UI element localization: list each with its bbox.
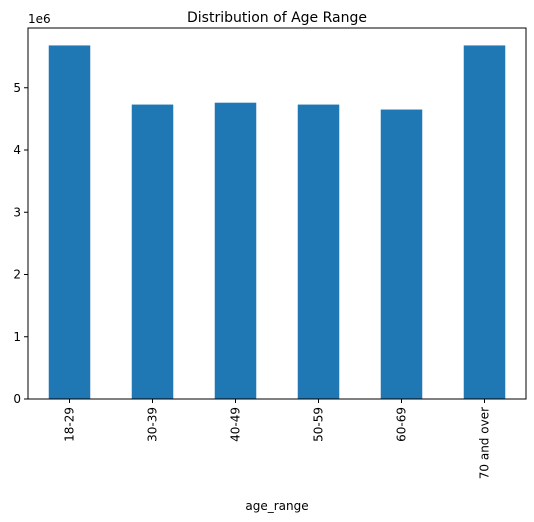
x-axis-ticks: 18-29 30-39 40-49 50-59 60-69 70 and over (63, 399, 492, 479)
bar-70-and-over (463, 45, 506, 399)
y-tick-label: 3 (13, 205, 21, 219)
bar-40-49 (214, 102, 257, 399)
y-tick-label: 0 (13, 392, 21, 406)
x-tick-label: 40-49 (229, 407, 243, 442)
x-tick-label: 50-59 (312, 407, 326, 442)
y-tick-label: 4 (13, 143, 21, 157)
x-tick-label: 60-69 (395, 407, 409, 442)
y-tick-label: 5 (13, 81, 21, 95)
bars-group (48, 45, 506, 400)
y-tick-label: 1 (13, 330, 21, 344)
bar-60-69 (380, 109, 423, 400)
x-tick-label: 30-39 (146, 407, 160, 442)
x-tick-label: 18-29 (63, 407, 77, 442)
bar-18-29 (48, 45, 91, 399)
bar-30-39 (131, 104, 174, 400)
x-tick-label: 70 and over (478, 407, 492, 479)
y-tick-label: 2 (13, 268, 21, 282)
bar-50-59 (297, 104, 340, 400)
y-scale-label: 1e6 (28, 12, 51, 26)
y-axis-ticks: 0 1 2 3 4 5 (13, 81, 28, 406)
plot-frame (27, 27, 527, 400)
x-axis-label: age_range (245, 499, 308, 513)
chart-title: Distribution of Age Range (187, 10, 367, 26)
